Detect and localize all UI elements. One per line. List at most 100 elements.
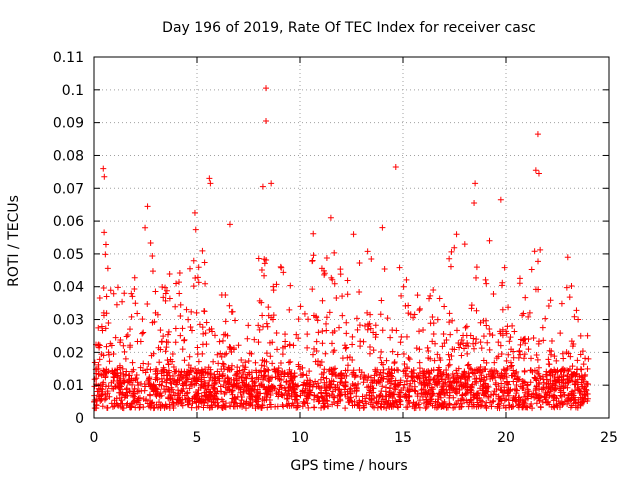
data-point [318, 393, 325, 400]
data-point [563, 284, 570, 291]
data-point [224, 366, 231, 373]
data-point [401, 381, 408, 388]
data-point [219, 370, 226, 377]
data-point [503, 396, 510, 403]
data-point [534, 356, 541, 363]
data-point [170, 378, 177, 385]
data-point [577, 394, 584, 401]
data-point [446, 255, 453, 262]
data-point [300, 390, 307, 397]
data-point [323, 314, 330, 321]
data-point [95, 324, 102, 331]
data-point [483, 322, 490, 329]
data-point [217, 383, 224, 390]
data-point [323, 327, 330, 334]
data-point [119, 298, 126, 305]
outlier-point [392, 163, 399, 170]
data-point [224, 332, 231, 339]
data-point [371, 404, 378, 411]
data-point [516, 394, 523, 401]
data-point [183, 378, 190, 385]
data-point [520, 310, 527, 317]
data-point [540, 385, 547, 392]
data-point [255, 322, 262, 329]
data-point [163, 338, 170, 345]
data-point [350, 382, 357, 389]
data-point [265, 377, 272, 384]
data-point [487, 399, 494, 406]
data-point [470, 401, 477, 408]
y-tick-label: 0.02 [53, 345, 84, 361]
data-point [100, 312, 107, 319]
data-point [427, 396, 434, 403]
data-point [462, 380, 469, 387]
data-point [197, 384, 204, 391]
data-point [166, 271, 173, 277]
data-point [295, 316, 302, 323]
data-point [163, 287, 170, 294]
data-point [226, 402, 233, 409]
data-point [309, 258, 316, 265]
data-point [104, 388, 111, 395]
data-point [339, 355, 346, 362]
data-point [273, 330, 280, 337]
data-point [440, 400, 447, 407]
data-point [360, 375, 367, 382]
data-point [310, 312, 317, 319]
data-point [200, 404, 207, 411]
data-point [483, 403, 490, 410]
data-point [259, 395, 266, 402]
data-point [164, 331, 171, 338]
data-point [378, 374, 385, 381]
data-point [383, 393, 390, 400]
data-point [406, 383, 413, 390]
data-point [411, 383, 418, 390]
outlier-point [226, 221, 233, 228]
data-point [217, 350, 224, 357]
data-point [341, 391, 348, 398]
y-tick-label: 0.1 [62, 83, 84, 99]
data-point [548, 348, 555, 355]
data-point [547, 378, 554, 385]
data-point [520, 378, 527, 385]
data-point [473, 366, 480, 373]
data-point [565, 379, 572, 386]
data-point [537, 246, 544, 253]
data-point [392, 386, 399, 393]
data-point [446, 310, 453, 317]
data-point [229, 308, 236, 315]
plot-frame [93, 56, 610, 419]
data-point [179, 388, 186, 395]
data-point [189, 375, 196, 382]
data-point [266, 401, 273, 408]
data-point [535, 364, 542, 371]
data-point [377, 311, 384, 318]
data-point [242, 382, 249, 389]
data-point [525, 313, 532, 320]
data-point [515, 354, 522, 361]
data-point [548, 337, 555, 344]
data-point [231, 403, 238, 410]
data-point [379, 327, 386, 334]
data-point [459, 373, 466, 380]
data-point [140, 360, 147, 367]
data-point [245, 322, 252, 329]
data-point [434, 351, 441, 358]
data-point [119, 379, 126, 386]
data-point [456, 344, 463, 351]
data-point [430, 320, 437, 327]
data-point [582, 396, 589, 403]
data-point [406, 388, 413, 395]
data-point [164, 377, 171, 384]
data-point [558, 300, 565, 307]
data-point [522, 400, 529, 407]
data-point [299, 403, 306, 410]
data-point [144, 301, 151, 308]
data-point [254, 386, 261, 393]
data-point [309, 383, 316, 390]
data-point [96, 356, 103, 363]
data-point [305, 404, 312, 411]
data-point [272, 368, 279, 375]
data-point [326, 384, 333, 391]
data-point [114, 284, 121, 291]
